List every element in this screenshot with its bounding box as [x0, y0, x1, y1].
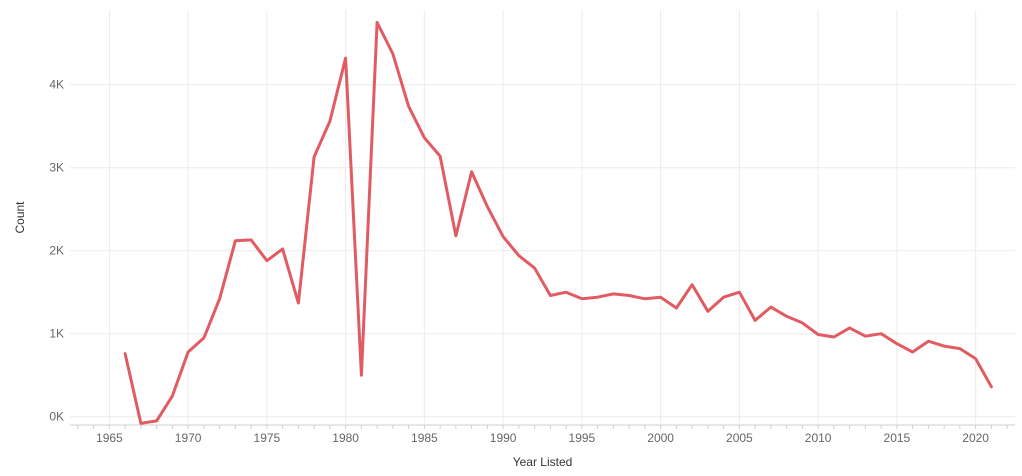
y-tick-label: 3K [49, 161, 64, 175]
x-tick-label: 1975 [254, 431, 281, 445]
y-tick-label: 1K [49, 327, 64, 341]
x-tick-label: 2015 [884, 431, 911, 445]
x-tick-label: 1965 [96, 431, 123, 445]
y-tick-label: 4K [49, 78, 64, 92]
axes: 0K 1K 2K 3K 4K 1965 1970 1975 1980 1985 1990 1995 20… [49, 78, 1015, 445]
x-tick-label: 1995 [569, 431, 596, 445]
gridlines [70, 10, 1015, 425]
x-tick-label: 2005 [726, 431, 753, 445]
x-tick-label: 1985 [411, 431, 438, 445]
y-axis-title: Count [13, 201, 27, 234]
x-axis-title: Year Listed [513, 455, 573, 469]
x-tick-label: 1970 [175, 431, 202, 445]
series-layer [123, 20, 993, 425]
x-tick-label: 2000 [647, 431, 674, 445]
y-tick-label: 0K [49, 410, 64, 424]
x-tick-label: 1980 [332, 431, 359, 445]
x-tick-label: 2010 [805, 431, 832, 445]
x-tick-label: 2020 [962, 431, 989, 445]
x-tick-label: 1990 [490, 431, 517, 445]
y-tick-label: 2K [49, 244, 64, 258]
series-line [123, 20, 993, 425]
